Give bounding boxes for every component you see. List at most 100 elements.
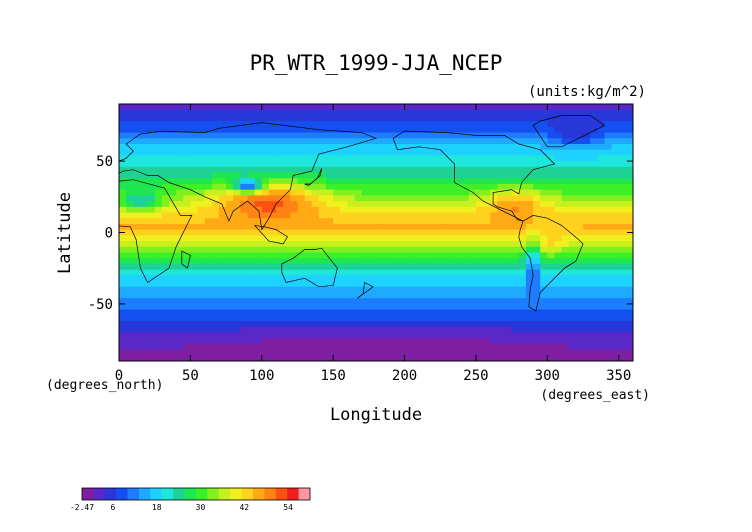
heatmap-cell bbox=[418, 104, 427, 111]
heatmap-cell bbox=[261, 104, 270, 111]
heatmap-cell bbox=[233, 338, 241, 345]
heatmap-cell bbox=[554, 303, 563, 311]
heatmap-cell bbox=[211, 104, 220, 111]
heatmap-cell bbox=[211, 138, 220, 145]
heatmap-cell bbox=[176, 172, 184, 179]
heatmap-cell bbox=[133, 246, 142, 254]
heatmap-cell bbox=[518, 149, 527, 156]
heatmap-cell bbox=[261, 275, 270, 282]
heatmap-cell bbox=[383, 269, 391, 276]
heatmap-cell bbox=[533, 355, 541, 361]
heatmap-cell bbox=[361, 195, 370, 202]
heatmap-cell bbox=[168, 263, 177, 271]
heatmap-cell bbox=[333, 315, 341, 322]
heatmap-cell bbox=[204, 149, 213, 156]
heatmap-cell bbox=[597, 343, 606, 351]
heatmap-cell bbox=[625, 172, 633, 179]
heatmap-cell bbox=[440, 298, 448, 305]
heatmap-cell bbox=[354, 155, 363, 162]
heatmap-cell bbox=[568, 218, 577, 225]
heatmap-cell bbox=[418, 166, 427, 174]
heatmap-cell bbox=[361, 206, 370, 214]
heatmap-cell bbox=[490, 246, 498, 254]
heatmap-cell bbox=[497, 201, 506, 208]
heatmap-cell bbox=[247, 138, 256, 145]
heatmap-cell bbox=[547, 338, 556, 345]
heatmap-cell bbox=[204, 143, 213, 151]
heatmap-cell bbox=[268, 241, 277, 248]
heatmap-cell bbox=[304, 303, 313, 311]
heatmap-cell bbox=[276, 241, 284, 248]
heatmap-cell bbox=[490, 349, 498, 356]
heatmap-cell bbox=[447, 212, 456, 219]
heatmap-cell bbox=[233, 309, 241, 316]
heatmap-cell bbox=[126, 143, 134, 151]
heatmap-cell bbox=[454, 321, 463, 328]
heatmap-cell bbox=[119, 241, 127, 248]
heatmap-cell bbox=[511, 338, 520, 345]
heatmap-cell bbox=[318, 161, 327, 168]
heatmap-cell bbox=[268, 258, 277, 265]
heatmap-cell bbox=[119, 321, 127, 328]
heatmap-cell bbox=[326, 218, 334, 225]
heatmap-cell bbox=[240, 252, 249, 259]
heatmap-cell bbox=[611, 195, 620, 202]
heatmap-cell bbox=[583, 172, 591, 179]
heatmap-cell bbox=[340, 104, 349, 111]
heatmap-cell bbox=[304, 201, 313, 208]
heatmap-cell bbox=[268, 326, 277, 334]
heatmap-cell bbox=[618, 252, 627, 259]
heatmap-cell bbox=[168, 155, 177, 162]
heatmap-cell bbox=[518, 201, 527, 208]
heatmap-cell bbox=[311, 332, 320, 339]
heatmap-cell bbox=[240, 303, 249, 311]
heatmap-cell bbox=[433, 121, 441, 128]
heatmap-cell bbox=[497, 241, 506, 248]
heatmap-cell bbox=[340, 143, 349, 151]
heatmap-cell bbox=[568, 298, 577, 305]
heatmap-cell bbox=[390, 183, 399, 191]
heatmap-cell bbox=[547, 252, 556, 259]
heatmap-cell bbox=[368, 138, 377, 145]
heatmap-cell bbox=[318, 121, 327, 128]
heatmap-cell bbox=[140, 206, 149, 214]
heatmap-cell bbox=[490, 109, 498, 117]
heatmap-cell bbox=[504, 149, 513, 156]
heatmap-cell bbox=[483, 104, 491, 111]
heatmap-cell bbox=[218, 326, 227, 334]
heatmap-cell bbox=[583, 246, 591, 254]
heatmap-cell bbox=[418, 109, 427, 117]
heatmap-cell bbox=[583, 183, 591, 191]
heatmap-cell bbox=[568, 161, 577, 168]
heatmap-cell bbox=[540, 281, 548, 288]
heatmap-cell bbox=[540, 189, 548, 196]
heatmap-cell bbox=[518, 246, 527, 254]
heatmap-cell bbox=[168, 349, 177, 356]
heatmap-cell bbox=[411, 183, 420, 191]
heatmap-cell bbox=[233, 349, 241, 356]
heatmap-cell bbox=[247, 161, 256, 168]
heatmap-cell bbox=[147, 166, 156, 174]
heatmap-cell bbox=[304, 104, 313, 111]
heatmap-cell bbox=[226, 161, 234, 168]
heatmap-cell bbox=[176, 104, 184, 111]
heatmap-cell bbox=[511, 172, 520, 179]
heatmap-cell bbox=[533, 321, 541, 328]
heatmap-cell bbox=[575, 343, 584, 351]
heatmap-cell bbox=[133, 172, 142, 179]
heatmap-cell bbox=[154, 298, 163, 305]
heatmap-cell bbox=[311, 326, 320, 334]
heatmap-cell bbox=[226, 178, 234, 185]
heatmap-cell bbox=[326, 201, 334, 208]
heatmap-cell bbox=[497, 155, 506, 162]
heatmap-cell bbox=[361, 349, 370, 356]
heatmap-cell bbox=[368, 104, 377, 111]
heatmap-cell bbox=[390, 149, 399, 156]
heatmap-cell bbox=[347, 258, 356, 265]
heatmap-cell bbox=[261, 338, 270, 345]
heatmap-cell bbox=[333, 109, 341, 117]
heatmap-cell bbox=[490, 155, 498, 162]
heatmap-cell bbox=[168, 126, 177, 134]
heatmap-cell bbox=[433, 315, 441, 322]
heatmap-cell bbox=[276, 275, 284, 282]
